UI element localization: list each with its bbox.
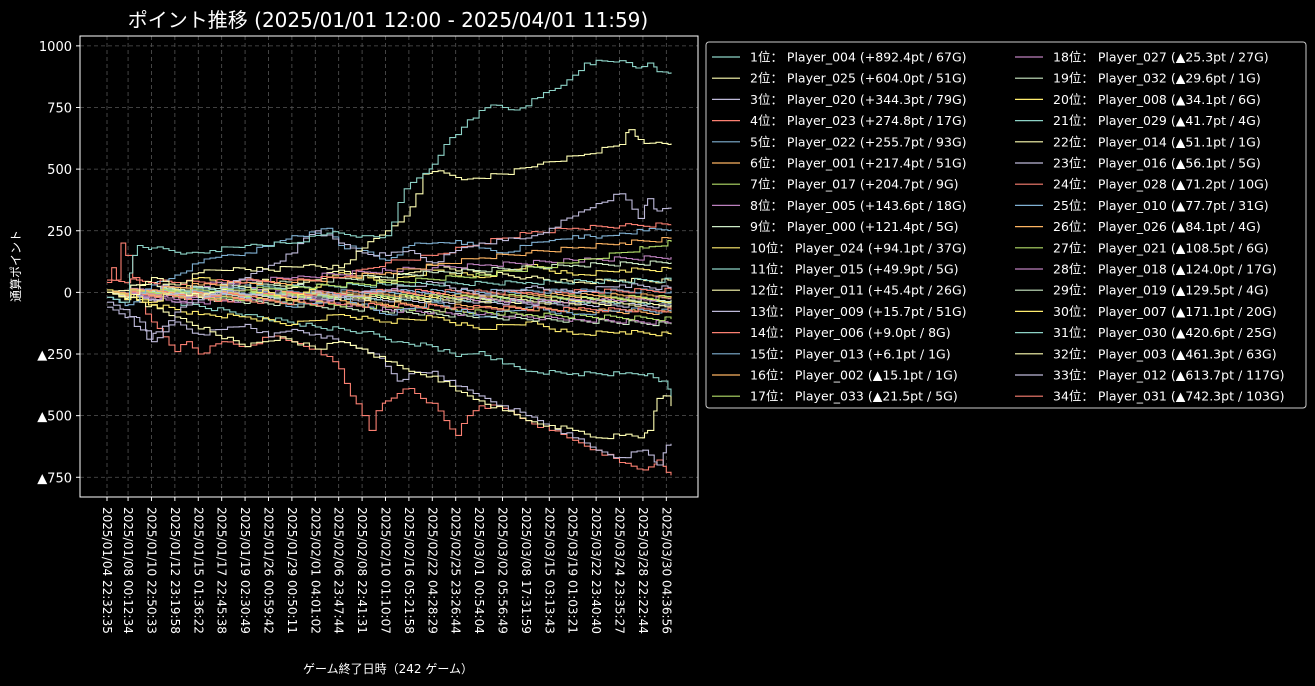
series-line xyxy=(107,59,672,303)
series-line xyxy=(107,237,672,294)
legend-label: 20位： Player_008 (▲34.1pt / 6G) xyxy=(1053,92,1261,107)
legend-label: 16位： Player_002 (▲15.1pt / 1G) xyxy=(750,368,958,383)
series-line xyxy=(107,242,672,476)
legend-box xyxy=(705,41,1307,409)
legend-label: 30位： Player_007 (▲171.1pt / 20G) xyxy=(1053,304,1277,319)
x-tick-label: 2025/02/01 04:01:02 xyxy=(308,507,322,634)
legend-label: 26位： Player_026 (▲84.1pt / 4G) xyxy=(1053,219,1261,234)
y-tick-label: 1000 xyxy=(39,40,72,55)
legend-label: 14位： Player_006 (+9.0pt / 8G) xyxy=(750,325,951,340)
x-tick-label: 2025/03/28 22:22:44 xyxy=(636,507,650,634)
series-line xyxy=(107,227,672,307)
legend-label: 19位： Player_032 (▲29.6pt / 1G) xyxy=(1053,71,1261,86)
y-axis-label: 通算ポイント xyxy=(8,230,23,302)
x-tick-label: 2025/02/22 04:28:29 xyxy=(425,507,439,634)
x-tick-label: 2025/01/26 00:59:42 xyxy=(261,507,275,634)
series-line xyxy=(107,129,672,300)
legend-label: 28位： Player_018 (▲124.0pt / 17G) xyxy=(1053,262,1277,277)
x-axis-label: ゲーム終了日時（242 ゲーム） xyxy=(303,661,473,676)
legend-label: 22位： Player_014 (▲51.1pt / 1G) xyxy=(1053,134,1261,149)
legend-label: 23位： Player_016 (▲56.1pt / 5G) xyxy=(1053,156,1261,171)
series-lines xyxy=(107,59,672,476)
x-tick-label: 2025/01/17 22:45:38 xyxy=(215,507,229,634)
plot-frame xyxy=(79,35,699,498)
series-line xyxy=(107,287,672,298)
series-line xyxy=(107,264,672,298)
x-tick-label: 2025/03/19 01:03:21 xyxy=(566,507,580,634)
x-tick-label: 2025/02/16 05:21:58 xyxy=(402,507,416,634)
x-tick-label: 2025/03/01 00:54:04 xyxy=(472,507,486,634)
y-tick-label: ▲500 xyxy=(37,410,72,425)
x-tick-label: 2025/01/15 01:36:22 xyxy=(191,507,205,634)
series-line xyxy=(107,193,672,340)
legend-label: 10位： Player_024 (+94.1pt / 37G) xyxy=(750,240,967,255)
chart-title: ポイント推移 (2025/01/01 12:00 - 2025/04/01 11… xyxy=(128,8,648,32)
legend-label: 33位： Player_012 (▲613.7pt / 117G) xyxy=(1053,368,1285,383)
y-tick-label: ▲750 xyxy=(37,471,72,486)
legend-label: 32位： Player_003 (▲461.3pt / 63G) xyxy=(1053,346,1277,361)
legend-label: 4位： Player_023 (+274.8pt / 17G) xyxy=(750,113,967,128)
y-tick-label: 250 xyxy=(47,225,72,240)
legend-label: 5位： Player_022 (+255.7pt / 93G) xyxy=(750,134,967,149)
x-tick-label: 2025/03/24 23:35:27 xyxy=(613,507,627,634)
y-tick-label: 500 xyxy=(47,163,72,178)
legend-label: 25位： Player_010 (▲77.7pt / 31G) xyxy=(1053,198,1269,213)
x-tick-label: 2025/01/08 00:12:34 xyxy=(121,507,135,634)
x-tick-label: 2025/03/02 05:56:49 xyxy=(496,507,510,634)
x-tick-label: 2025/03/30 04:36:56 xyxy=(659,507,673,634)
y-axis: 1000 750 500 250 0 ▲250 ▲500 ▲750 xyxy=(37,40,80,486)
legend-label: 1位： Player_004 (+892.4pt / 67G) xyxy=(750,50,967,65)
x-tick-label: 2025/01/04 22:32:35 xyxy=(100,507,114,634)
legend-label: 6位： Player_001 (+217.4pt / 51G) xyxy=(750,156,967,171)
legend-label: 13位： Player_009 (+15.7pt / 51G) xyxy=(750,304,967,319)
grid-lines xyxy=(80,36,698,497)
series-line xyxy=(107,291,672,440)
x-tick-label: 2025/02/06 23:47:44 xyxy=(332,507,346,634)
legend-label: 31位： Player_030 (▲420.6pt / 25G) xyxy=(1053,325,1277,340)
x-tick-label: 2025/02/10 01:10:07 xyxy=(378,507,392,634)
legend-label: 8位： Player_005 (+143.6pt / 18G) xyxy=(750,198,967,213)
legend-label: 7位： Player_017 (+204.7pt / 9G) xyxy=(750,177,959,192)
series-line xyxy=(107,291,672,337)
x-tick-label: 2025/01/10 22:50:33 xyxy=(144,507,158,634)
series-line xyxy=(107,277,672,295)
legend-label: 15位： Player_013 (+6.1pt / 1G) xyxy=(750,346,951,361)
legend-label: 21位： Player_029 (▲41.7pt / 4G) xyxy=(1053,113,1261,128)
y-tick-label: 750 xyxy=(47,101,72,116)
legend-label: 27位： Player_021 (▲108.5pt / 6G) xyxy=(1053,240,1269,255)
x-tick-label: 2025/03/22 23:40:40 xyxy=(589,507,603,634)
y-tick-label: 0 xyxy=(64,286,72,301)
series-line xyxy=(107,222,672,285)
legend-label: 2位： Player_025 (+604.0pt / 51G) xyxy=(750,71,967,86)
x-tick-label: 2025/01/19 02:30:49 xyxy=(238,507,252,634)
legend-label: 12位： Player_011 (+45.4pt / 26G) xyxy=(750,283,967,298)
legend: 1位： Player_004 (+892.4pt / 67G) 2位： Playe… xyxy=(705,41,1307,409)
x-tick-label: 2025/03/08 17:31:59 xyxy=(519,507,533,634)
legend-label: 17位： Player_033 (▲21.5pt / 5G) xyxy=(750,389,958,404)
x-tick-label: 2025/01/12 23:19:58 xyxy=(168,507,182,634)
legend-label: 11位： Player_015 (+49.9pt / 5G) xyxy=(750,262,959,277)
series-line xyxy=(107,291,672,397)
y-tick-label: ▲250 xyxy=(37,348,72,363)
legend-label: 18位： Player_027 (▲25.3pt / 27G) xyxy=(1053,50,1269,65)
series-line xyxy=(107,260,672,294)
series-line xyxy=(107,280,672,301)
x-tick-label: 2025/02/08 22:41:31 xyxy=(355,507,369,634)
series-line xyxy=(107,291,672,325)
legend-label: 3位： Player_020 (+344.3pt / 79G) xyxy=(750,92,967,107)
series-line xyxy=(107,301,672,466)
legend-label: 24位： Player_028 (▲71.2pt / 10G) xyxy=(1053,177,1269,192)
legend-label: 9位： Player_000 (+121.4pt / 5G) xyxy=(750,219,959,234)
legend-label: 34位： Player_031 (▲742.3pt / 103G) xyxy=(1053,389,1285,404)
x-tick-label: 2025/02/25 23:26:44 xyxy=(449,507,463,634)
x-tick-label: 2025/01/29 00:50:11 xyxy=(285,507,299,634)
x-tick-label: 2025/03/15 03:13:43 xyxy=(542,507,556,634)
legend-label: 29位： Player_019 (▲129.5pt / 4G) xyxy=(1053,283,1269,298)
x-axis: 2025/01/04 22:32:35 2025/01/08 00:12:34 20… xyxy=(100,497,673,634)
series-line xyxy=(107,288,672,295)
series-line xyxy=(107,240,672,295)
